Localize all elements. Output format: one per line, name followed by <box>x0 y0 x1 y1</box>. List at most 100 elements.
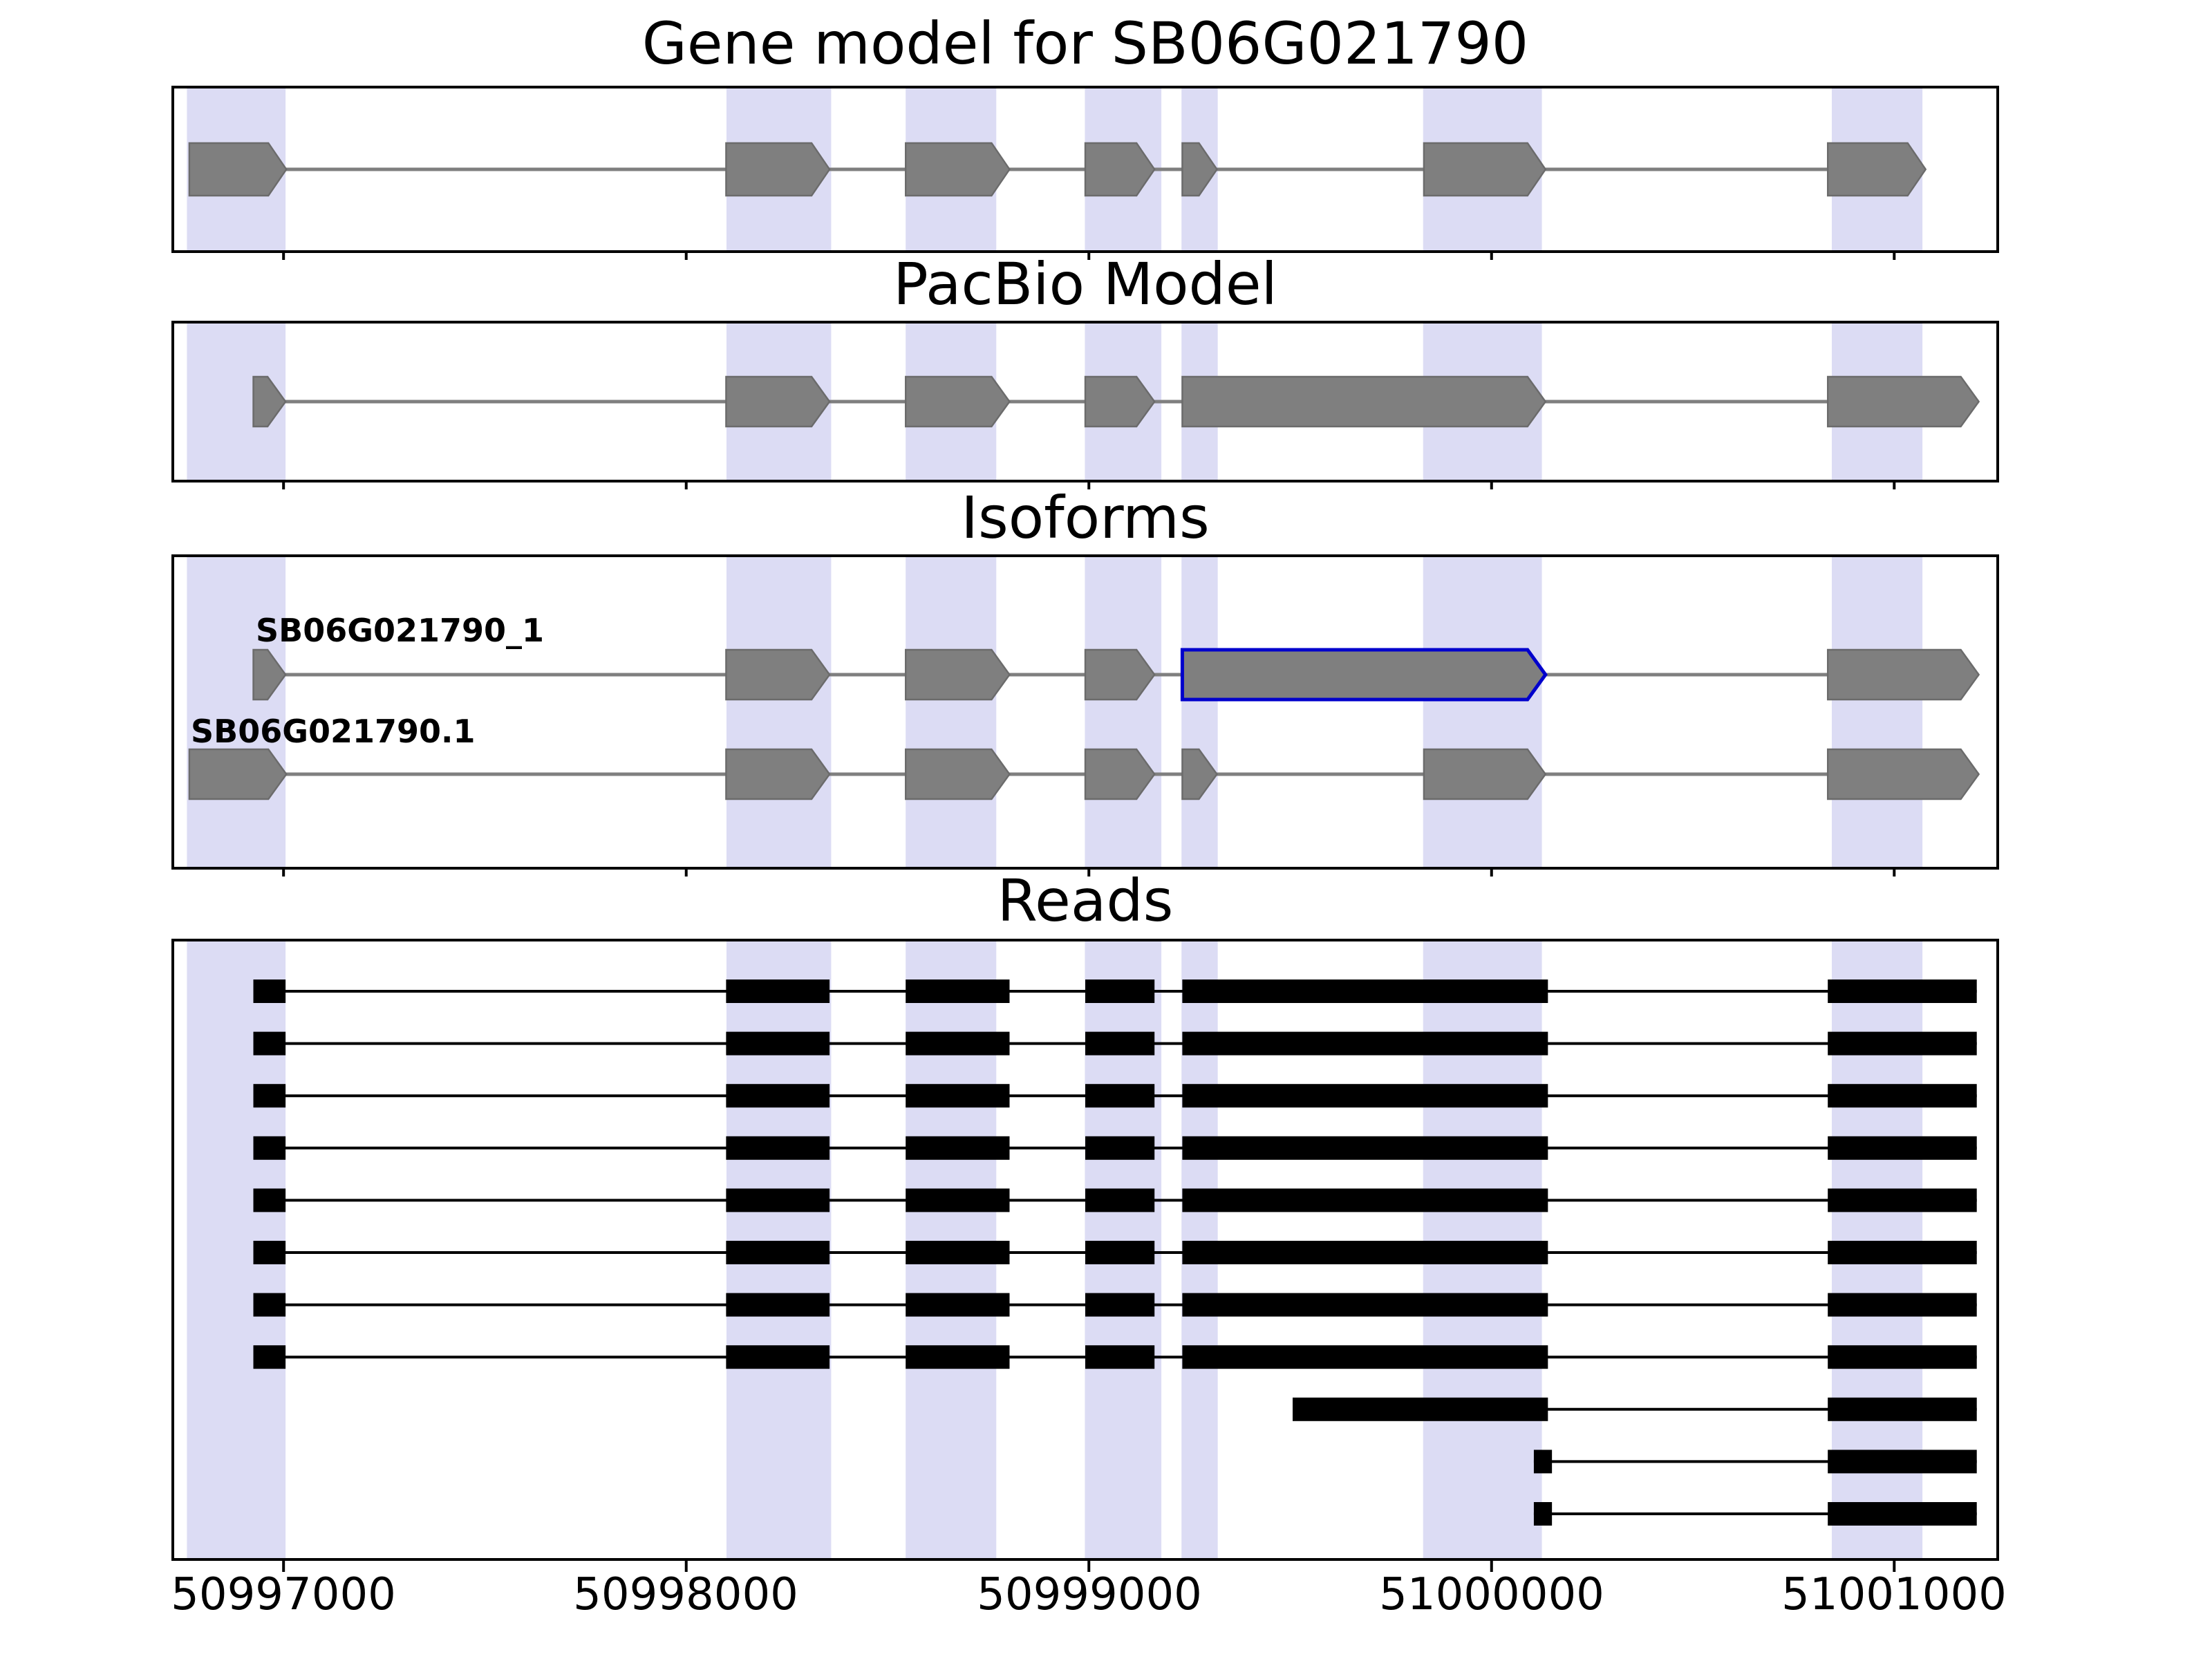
exon <box>725 142 831 197</box>
read-exon <box>1828 1241 1977 1264</box>
x-tick-label-50998000: 50998000 <box>573 1569 798 1620</box>
read-exon <box>1828 1084 1977 1108</box>
read-exon <box>1085 1241 1155 1264</box>
read-exon <box>1085 1345 1155 1369</box>
read-exon <box>726 1345 830 1369</box>
exon <box>1181 142 1218 197</box>
exon-highlighted <box>1180 648 1548 702</box>
read-exon <box>253 1084 286 1108</box>
panel-title-gene-model: Gene model for SB06G021790 <box>642 10 1528 77</box>
exon <box>1423 142 1547 197</box>
isoform-label-sb06g021790_1: SB06G021790_1 <box>256 612 544 649</box>
exon <box>725 375 831 428</box>
read-exon <box>1182 1241 1548 1264</box>
read-exon <box>726 980 830 1003</box>
read-exon <box>726 1188 830 1212</box>
read-exon <box>1828 1450 1977 1474</box>
panel-border <box>171 939 1999 1561</box>
read-exon <box>1533 1502 1553 1526</box>
panel-title-reads: Reads <box>997 867 1174 935</box>
panel-border <box>171 554 1999 870</box>
read-exon <box>253 1345 286 1369</box>
read-exon <box>906 1293 1010 1317</box>
exon <box>725 648 831 701</box>
highlight-band <box>1181 557 1218 867</box>
read-exon <box>1182 980 1548 1003</box>
exon <box>1181 748 1218 800</box>
x-tick-label-50999000: 50999000 <box>977 1569 1202 1620</box>
panel-title-isoforms: Isoforms <box>961 484 1210 552</box>
exon <box>1084 748 1156 800</box>
isoform-label-sb06g021790.1: SB06G021790.1 <box>191 713 475 750</box>
exon <box>904 375 1011 428</box>
read-exon <box>906 980 1010 1003</box>
read-exon <box>906 1345 1010 1369</box>
read-exon <box>253 1241 286 1264</box>
read-exon <box>726 1136 830 1160</box>
exon <box>904 748 1011 800</box>
read-exon <box>906 1031 1010 1056</box>
x-axis-labels: 50997000 50998000 50999000 51000000 5100… <box>171 1569 2007 1620</box>
read-exon <box>1828 1136 1977 1160</box>
read-exon <box>1828 1031 1977 1056</box>
panel-border <box>171 86 1999 253</box>
x-tick-label-51000000: 51000000 <box>1379 1569 1604 1620</box>
panel-titles: Gene model for SB06G021790 PacBio Model … <box>642 10 1528 935</box>
x-tick-label-51001000: 51001000 <box>1781 1569 2007 1620</box>
read-exon <box>1182 1188 1548 1212</box>
read-exon <box>1828 1188 1977 1212</box>
highlight-band <box>1085 557 1162 867</box>
read-exon <box>906 1136 1010 1160</box>
exon <box>1084 375 1156 428</box>
read-exon <box>1182 1345 1548 1369</box>
read-exon <box>253 1136 286 1160</box>
read-exon <box>1085 1188 1155 1212</box>
exon <box>904 648 1011 701</box>
read-exon <box>1182 1031 1548 1056</box>
read-exon <box>1085 1293 1155 1317</box>
x-tick-label-50997000: 50997000 <box>171 1569 396 1620</box>
read-exon <box>1828 1397 1977 1421</box>
highlight-band <box>726 557 832 867</box>
highlight-band <box>1832 557 1923 867</box>
isoform-labels: SB06G021790_1 SB06G021790.1 <box>191 612 544 750</box>
read-exon <box>1293 1397 1548 1421</box>
panel-borders-layer <box>171 86 1999 1561</box>
read-exon <box>1533 1450 1553 1474</box>
x-axis-ticks-layer <box>282 252 1896 1572</box>
read-exon <box>906 1241 1010 1264</box>
exon <box>1423 748 1547 800</box>
read-exon <box>726 1084 830 1108</box>
read-exon <box>906 1084 1010 1108</box>
read-exon <box>906 1188 1010 1212</box>
read-exon <box>726 1241 830 1264</box>
read-exon <box>726 1293 830 1317</box>
exon <box>1826 748 1980 800</box>
read-exon <box>253 1293 286 1317</box>
read-exon <box>726 1031 830 1056</box>
read-exon <box>1085 1084 1155 1108</box>
exon <box>1826 375 1980 428</box>
read-exon <box>1085 980 1155 1003</box>
panel-border <box>171 321 1999 482</box>
highlight-band <box>906 557 997 867</box>
exon <box>1826 142 1927 197</box>
read-exon <box>253 1031 286 1056</box>
exon <box>1826 648 1980 701</box>
exon <box>1084 648 1156 701</box>
tracks-layer <box>188 142 1980 1526</box>
exon <box>252 375 287 428</box>
read-exon <box>1182 1084 1548 1108</box>
exon <box>904 142 1011 197</box>
highlight-band <box>1423 557 1542 867</box>
exon <box>725 748 831 800</box>
exon <box>252 648 287 701</box>
read-exon <box>1085 1136 1155 1160</box>
exon <box>1084 142 1156 197</box>
read-exon <box>1828 1502 1977 1526</box>
read-exon <box>1182 1293 1548 1317</box>
exon <box>188 748 288 800</box>
read-exon <box>1085 1031 1155 1056</box>
